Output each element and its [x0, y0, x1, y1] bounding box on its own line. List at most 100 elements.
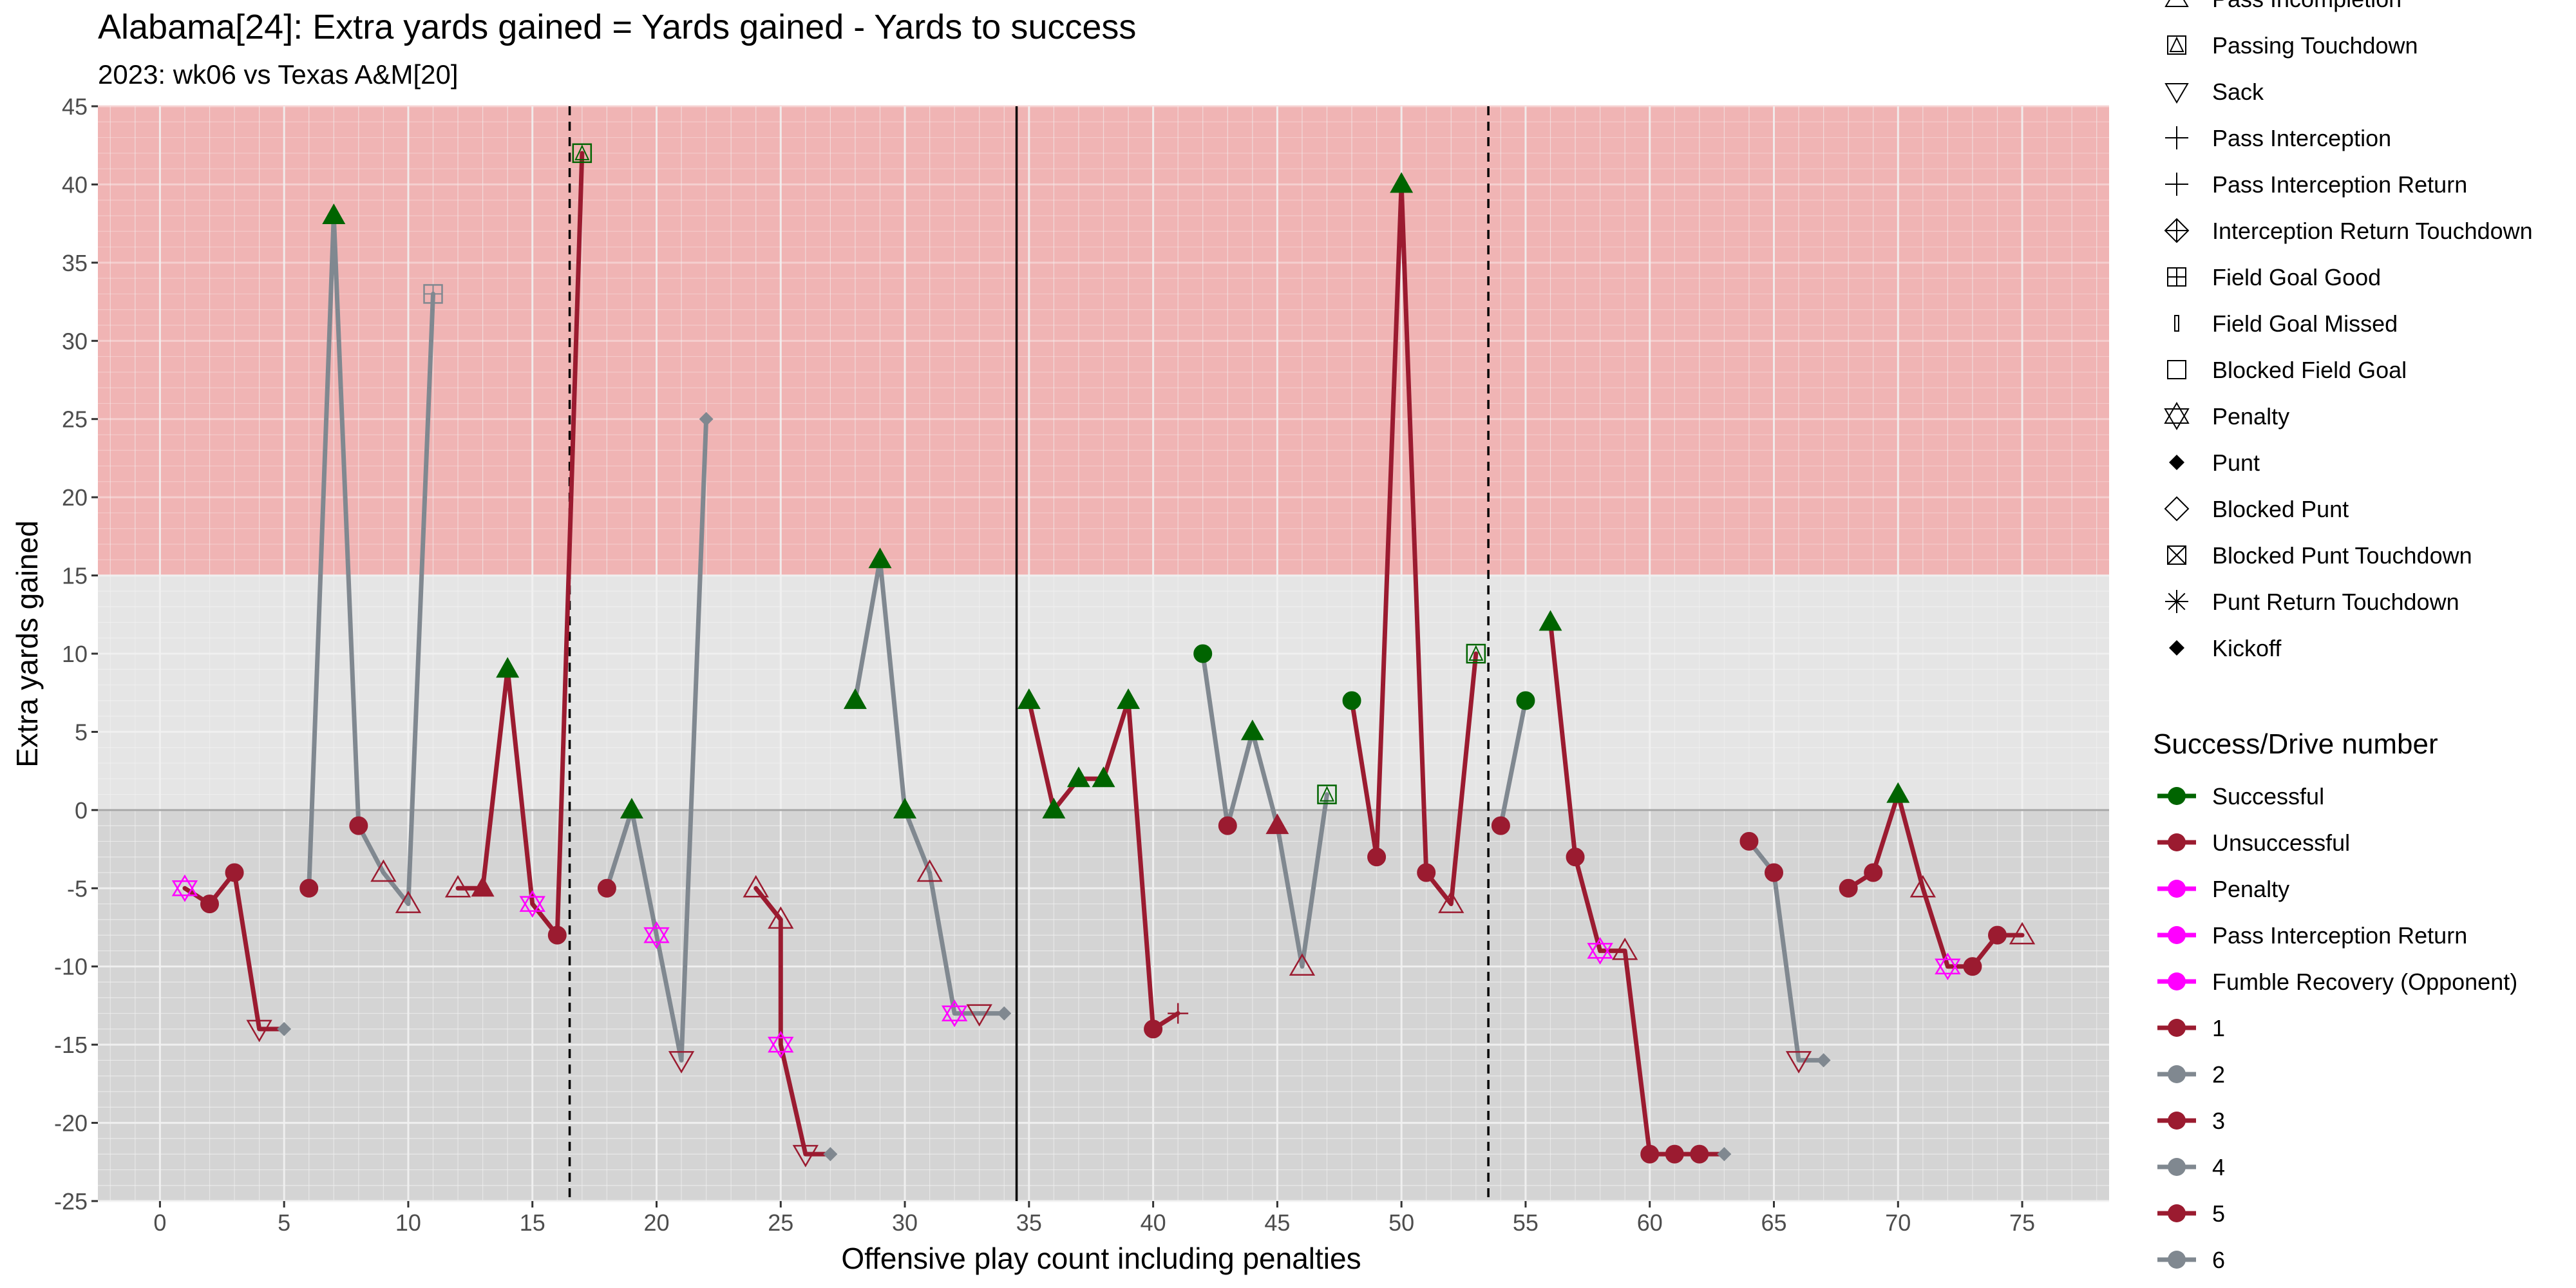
legend-title: Success/Drive number — [2153, 728, 2438, 760]
legend-item: 2 — [2157, 1061, 2225, 1088]
legend-item: Blocked Field Goal — [2167, 357, 2407, 383]
legend-item: Field Goal Missed — [2174, 310, 2398, 337]
point-circle — [1765, 863, 1783, 882]
legend-item-label: 4 — [2212, 1154, 2225, 1180]
legend-item: 4 — [2157, 1154, 2225, 1180]
point-triangle — [496, 657, 520, 678]
legend-item-label: Pass Incompletion — [2212, 0, 2401, 12]
legend-item: Fumble Recovery (Opponent) — [2157, 969, 2517, 995]
drive-line — [1498, 698, 1528, 828]
point-triangle-open — [1611, 937, 1638, 960]
legend-item-label: Pass Interception — [2212, 125, 2391, 151]
x-tick-label: 10 — [395, 1209, 421, 1236]
legend-dot-icon — [2168, 1112, 2186, 1130]
legend-item-label: 3 — [2212, 1108, 2225, 1134]
point-ptd-box — [1317, 784, 1337, 804]
point-triangle — [1886, 782, 1910, 803]
x-tick-label: 30 — [892, 1209, 918, 1236]
y-tick-label: -15 — [54, 1032, 88, 1058]
x-tick-label: 5 — [278, 1209, 290, 1236]
point-circle — [1193, 644, 1213, 663]
legend-dot-icon — [2168, 1019, 2186, 1037]
point-circle — [1690, 1144, 1709, 1164]
legend-dot-icon — [2168, 833, 2186, 851]
point-sack — [792, 1144, 819, 1168]
drive-13 — [1839, 782, 2036, 981]
legend-dot-icon — [2168, 972, 2186, 990]
legend-dot-icon — [2168, 926, 2186, 944]
legend-item: Kickoff — [2169, 635, 2282, 661]
y-tick-label: -20 — [54, 1110, 88, 1137]
point-circle — [1988, 925, 2007, 945]
point-ptd-box — [572, 143, 592, 164]
point-triangle-open — [395, 891, 422, 913]
point-triangle-open — [916, 859, 943, 882]
legend-item: Blocked Punt Touchdown — [2167, 542, 2472, 569]
period-lines — [568, 106, 1490, 1201]
legend-item: Pass Incompletion — [2164, 0, 2401, 12]
drive-4 — [597, 412, 714, 1074]
point-circle — [1864, 863, 1883, 882]
legend-item-label: Blocked Field Goal — [2212, 357, 2407, 383]
square-open-icon — [2167, 360, 2186, 379]
x-tick-label: 60 — [1637, 1209, 1663, 1236]
y-tick-label: 20 — [62, 484, 88, 511]
x-tick-label: 70 — [1885, 1209, 1911, 1236]
legend-success-drive: Success/Drive number Successful Unsuccessf… — [2153, 728, 2517, 1273]
legend-item: Punt Return Touchdown — [2165, 589, 2459, 615]
legend-item: Successful — [2157, 783, 2324, 810]
legend-item-label: Successful — [2212, 783, 2324, 810]
x-tick-label: 15 — [520, 1209, 545, 1236]
legend-item-label: Sack — [2212, 79, 2264, 105]
legend-item: Pass Interception Return — [2157, 922, 2467, 949]
point-triangle-open — [1909, 875, 1937, 898]
point-diamond — [823, 1147, 838, 1162]
drive-line — [753, 886, 833, 1157]
legend-item: Field Goal Good — [2167, 264, 2381, 290]
legend-item: 3 — [2157, 1108, 2225, 1134]
point-circle — [1640, 1144, 1660, 1164]
point-ptd-box — [1466, 643, 1486, 664]
point-triangle — [1117, 688, 1141, 709]
square-x-icon — [2167, 545, 2186, 565]
point-penalty-down — [171, 880, 198, 902]
legend-item-label: Punt Return Touchdown — [2212, 589, 2459, 615]
drive-8 — [1193, 644, 1337, 976]
square-triangle-icon — [2169, 36, 2184, 52]
point-circle — [1144, 1019, 1163, 1039]
point-triangle — [843, 688, 867, 709]
legend-item-label: Unsuccessful — [2212, 829, 2350, 856]
point-circle — [547, 925, 567, 945]
point-penalty-up — [1935, 952, 1961, 974]
point-triangle — [1539, 610, 1562, 631]
legend-item-label: Punt — [2212, 450, 2260, 476]
x-tick-label: 25 — [768, 1209, 793, 1236]
point-triangle — [868, 547, 892, 569]
legend-item-label: 2 — [2212, 1061, 2225, 1088]
point-triangle-open — [444, 875, 471, 898]
point-diamond — [277, 1021, 292, 1036]
drive-6 — [843, 547, 1012, 1028]
point-circle — [1839, 878, 1858, 898]
thin-rect-icon — [2174, 315, 2179, 332]
series-layer — [171, 143, 2036, 1168]
asterisk-icon — [2168, 592, 2186, 611]
square-triangle-icon — [2167, 35, 2186, 55]
legend-item-label: Pass Interception Return — [2212, 171, 2467, 198]
point-circle — [1665, 1144, 1684, 1164]
point-triangle-open — [1289, 953, 1316, 976]
legend-item: Penalty — [2164, 402, 2289, 430]
legend-item-label: Fumble Recovery (Opponent) — [2212, 969, 2517, 995]
drive-11 — [1539, 610, 1732, 1164]
point-penalty-down — [768, 1036, 794, 1059]
x-tick-label: 0 — [153, 1209, 166, 1236]
drive-7 — [1017, 688, 1189, 1039]
legend-item: Pass Interception — [2165, 125, 2391, 151]
legend-dot-icon — [2168, 1158, 2186, 1176]
point-penalty-up — [171, 874, 198, 896]
legend-item-label: Blocked Punt Touchdown — [2212, 542, 2472, 569]
point-triangle — [1265, 813, 1289, 835]
legend-item: Passing Touchdown — [2167, 32, 2418, 59]
x-axis-label: Offensive play count including penalties — [841, 1242, 1361, 1275]
y-tick-label: 25 — [62, 406, 88, 433]
